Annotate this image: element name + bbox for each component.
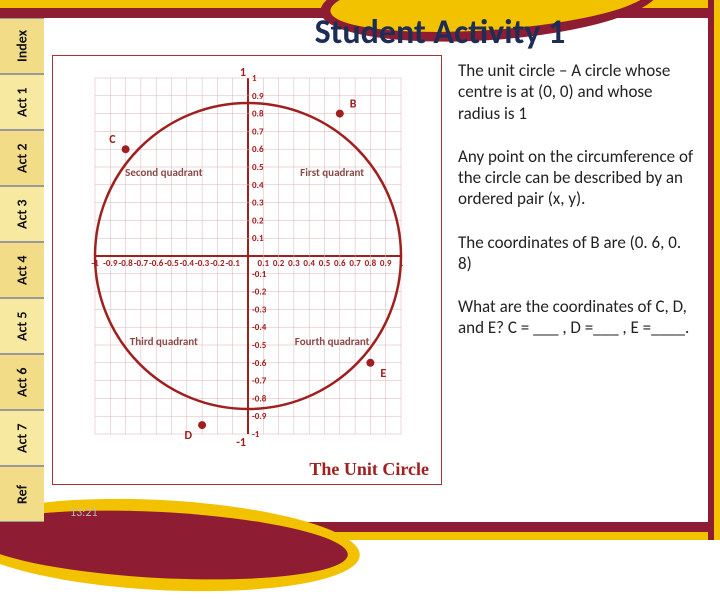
- chart-title: The Unit Circle: [309, 459, 429, 480]
- svg-text:-0.7: -0.7: [134, 258, 149, 269]
- svg-text:0.5: 0.5: [252, 162, 264, 173]
- tab-act3[interactable]: Act 3: [0, 186, 44, 242]
- svg-text:0.1: 0.1: [252, 233, 264, 244]
- svg-text:-0.6: -0.6: [149, 258, 164, 269]
- svg-text:-0.1: -0.1: [252, 269, 267, 280]
- svg-text:0.1: 0.1: [258, 258, 270, 269]
- description-column: The unit circle – A circle whose centre …: [458, 60, 698, 339]
- svg-text:-0.6: -0.6: [252, 358, 267, 369]
- unit-circle-chart: B C D E First quadrant Second quadrant Third …: [52, 55, 442, 485]
- svg-text:0.4: 0.4: [303, 258, 315, 269]
- svg-text:0.4: 0.4: [252, 180, 264, 191]
- footer-time: 13:21: [70, 506, 98, 520]
- svg-text:First quadrant: First quadrant: [300, 166, 364, 179]
- svg-text:-0.4: -0.4: [252, 322, 267, 333]
- svg-text:-0.8: -0.8: [252, 393, 267, 404]
- tab-act1[interactable]: Act 1: [0, 74, 44, 130]
- svg-text:-1: -1: [91, 258, 99, 269]
- svg-text:B: B: [350, 98, 357, 112]
- tab-act2[interactable]: Act 2: [0, 130, 44, 186]
- paragraph-question: What are the coordinates of C, D, and E?…: [458, 296, 698, 339]
- chart-svg: B C D E First quadrant Second quadrant Third …: [79, 62, 417, 450]
- page-title: Student Activity 1: [200, 12, 680, 53]
- svg-text:-0.2: -0.2: [210, 258, 225, 269]
- svg-text:-0.5: -0.5: [252, 340, 267, 351]
- tab-act7[interactable]: Act 7: [0, 410, 44, 466]
- svg-text:0.2: 0.2: [252, 215, 264, 226]
- svg-text:0.7: 0.7: [252, 126, 264, 137]
- svg-text:-0.5: -0.5: [164, 258, 179, 269]
- svg-text:0.3: 0.3: [252, 198, 264, 209]
- svg-text:Third quadrant: Third quadrant: [130, 335, 198, 348]
- svg-text:-0.9: -0.9: [252, 411, 267, 422]
- svg-text:-0.7: -0.7: [252, 376, 267, 387]
- svg-text:0.9: 0.9: [380, 258, 392, 269]
- svg-text:1: 1: [399, 258, 404, 269]
- svg-text:0.5: 0.5: [319, 258, 331, 269]
- svg-text:0.9: 0.9: [252, 91, 264, 102]
- svg-text:-0.9: -0.9: [103, 258, 118, 269]
- svg-text:0.8: 0.8: [252, 109, 264, 120]
- svg-text:0.7: 0.7: [349, 258, 361, 269]
- svg-text:-0.1: -0.1: [226, 258, 241, 269]
- svg-text:-0.8: -0.8: [118, 258, 133, 269]
- svg-text:0.8: 0.8: [365, 258, 377, 269]
- svg-text:D: D: [185, 429, 193, 443]
- svg-text:-1: -1: [252, 429, 260, 440]
- svg-text:Fourth quadrant: Fourth quadrant: [295, 335, 370, 348]
- svg-text:Second quadrant: Second quadrant: [125, 166, 203, 179]
- paragraph-b-coords: The coordinates of B are (0. 6, 0. 8): [458, 232, 698, 275]
- svg-text:-0.3: -0.3: [195, 258, 210, 269]
- svg-text:C: C: [109, 133, 116, 147]
- svg-text:-1: -1: [236, 436, 246, 450]
- svg-text:1: 1: [252, 73, 257, 84]
- svg-text:1: 1: [240, 66, 246, 80]
- tab-act5[interactable]: Act 5: [0, 298, 44, 354]
- paragraph-pair: Any point on the circumference of the ci…: [458, 146, 698, 210]
- svg-text:0.6: 0.6: [334, 258, 346, 269]
- svg-text:-0.3: -0.3: [252, 304, 267, 315]
- svg-text:0.6: 0.6: [252, 144, 264, 155]
- svg-text:E: E: [380, 367, 386, 381]
- tab-index[interactable]: Index: [0, 18, 44, 74]
- svg-text:-0.4: -0.4: [180, 258, 195, 269]
- paragraph-definition: The unit circle – A circle whose centre …: [458, 60, 698, 124]
- svg-text:0.3: 0.3: [288, 258, 300, 269]
- sidebar-tabs: Index Act 1 Act 2 Act 3 Act 4 Act 5 Act …: [0, 18, 44, 522]
- tab-act6[interactable]: Act 6: [0, 354, 44, 410]
- tab-act4[interactable]: Act 4: [0, 242, 44, 298]
- svg-text:0.2: 0.2: [273, 258, 285, 269]
- svg-text:-0.2: -0.2: [252, 287, 267, 298]
- tab-ref[interactable]: Ref: [0, 466, 44, 522]
